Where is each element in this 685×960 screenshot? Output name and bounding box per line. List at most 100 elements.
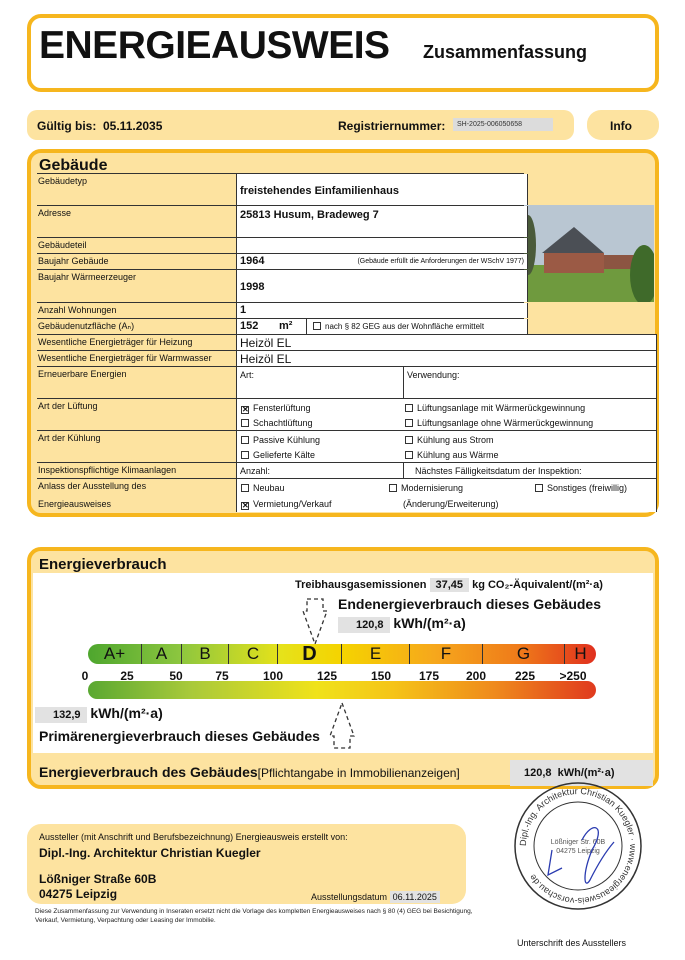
row-area: Gebäudenutzfläche (Aₙ) 152 m² nach § 82 GEG… bbox=[37, 318, 528, 334]
option-label: Neubau bbox=[253, 483, 285, 493]
option-label: Passive Kühlung bbox=[253, 435, 321, 445]
tick-label: >250 bbox=[559, 669, 587, 683]
value: 152 bbox=[240, 320, 259, 332]
document-subtitle: Zusammenfassung bbox=[423, 42, 588, 62]
value: 25813 Husum, Bradeweg 7 bbox=[240, 209, 379, 221]
label: Wesentliche Energieträger für Heizung bbox=[38, 337, 193, 347]
final-value: 120,8 bbox=[338, 617, 390, 633]
row-reason: Anlass der Ausstellung des Energieausweis… bbox=[37, 478, 657, 512]
primary-value: 132,9 bbox=[35, 707, 87, 723]
title-box: ENERGIEAUSWEIS Zusammenfassung bbox=[27, 14, 659, 92]
renew-use: Verwendung: bbox=[407, 370, 460, 380]
option-label: Kühlung aus Strom bbox=[417, 435, 494, 445]
summary-value: 120,8 bbox=[524, 767, 552, 779]
label: Anzahl Wohnungen bbox=[38, 305, 117, 315]
renew-type: Art: bbox=[240, 370, 255, 380]
issuer-street: Lößniger Straße 60B bbox=[39, 872, 157, 886]
checkbox[interactable] bbox=[241, 419, 249, 427]
row-cooling: Art der Kühlung Passive Kühlung Kühlung au… bbox=[37, 430, 657, 462]
option-vent-2[interactable]: Schachtlüftung bbox=[241, 418, 313, 428]
final-arrow-icon bbox=[302, 598, 328, 646]
checkbox[interactable] bbox=[405, 451, 413, 459]
info-button[interactable]: Info bbox=[587, 110, 659, 140]
row-units: Anzahl Wohnungen 1 bbox=[37, 302, 528, 318]
value: 1 bbox=[240, 304, 247, 316]
option-cool-1[interactable]: Kühlung aus Strom bbox=[405, 435, 494, 445]
option-label: Sonstiges (freiwillig) bbox=[547, 483, 628, 493]
checkbox[interactable] bbox=[405, 419, 413, 427]
info-bar: Gültig bis: 05.11.2035 Registriernummer:… bbox=[27, 110, 574, 140]
section-title: Gebäude bbox=[39, 157, 108, 174]
option-reason-2[interactable]: Sonstiges (freiwillig) bbox=[535, 483, 627, 493]
unit: m² bbox=[279, 320, 293, 332]
ghg-value: 37,45 bbox=[429, 578, 470, 592]
section-title: Energieverbrauch bbox=[39, 556, 167, 573]
tick-label: 175 bbox=[418, 669, 440, 683]
option-label: Gelieferte Kälte bbox=[253, 450, 316, 460]
label: Baujahr Gebäude bbox=[38, 256, 109, 266]
option-reason-0[interactable]: Neubau bbox=[241, 483, 285, 493]
option-reason-3[interactable]: ✕ Vermietung/Verkauf bbox=[241, 499, 332, 510]
checkbox[interactable]: ✕ bbox=[241, 405, 249, 414]
stamp-signature: Dipl.-Ing. Architektur Christian Kuegler… bbox=[514, 782, 642, 910]
checkbox[interactable] bbox=[535, 484, 543, 492]
row-water: Wesentliche Energieträger für Warmwasser… bbox=[37, 350, 657, 366]
svg-text:Dipl.-Ing. Architektur Christi: Dipl.-Ing. Architektur Christian Kuegler… bbox=[518, 786, 638, 906]
label: Gebäudenutzfläche (Aₙ) bbox=[38, 321, 135, 331]
checkbox[interactable] bbox=[241, 484, 249, 492]
checkbox[interactable] bbox=[389, 484, 397, 492]
energy-class-D: D bbox=[278, 644, 342, 664]
row-ac: Inspektionspflichtige Klimaanlagen Anzahl… bbox=[37, 462, 657, 478]
reason-mod-note: (Änderung/Erweiterung) bbox=[403, 499, 499, 509]
ac-count: Anzahl: bbox=[240, 466, 271, 476]
energy-class-F: F bbox=[410, 644, 483, 664]
label: Inspektionspflichtige Klimaanlagen bbox=[38, 465, 177, 475]
value: Heizöl EL bbox=[240, 336, 292, 350]
checkbox[interactable]: ✕ bbox=[241, 501, 249, 510]
tick-label: 150 bbox=[370, 669, 392, 683]
option-cool-2[interactable]: Gelieferte Kälte bbox=[241, 450, 315, 460]
ghg-line: Treibhausgasemissionen 37,45 kg CO₂-Äqui… bbox=[295, 578, 603, 592]
final-label: Endenergieverbrauch dieses Gebäudes bbox=[338, 596, 601, 612]
option-cool-3[interactable]: Kühlung aus Wärme bbox=[405, 450, 499, 460]
energy-class-A+: A+ bbox=[88, 644, 142, 664]
option-label: Fensterlüftung bbox=[253, 403, 311, 413]
option-vent-3[interactable]: Lüftungsanlage ohne Wärmerückgewinnung bbox=[405, 418, 593, 428]
energy-class-E: E bbox=[342, 644, 410, 664]
building-photo bbox=[524, 205, 654, 302]
issuer-city: 04275 Leipzig bbox=[39, 887, 118, 901]
value: freistehendes Einfamilienhaus bbox=[240, 185, 399, 197]
option-cool-0[interactable]: Passive Kühlung bbox=[241, 435, 320, 445]
label: Energieausweises bbox=[38, 499, 112, 509]
option-label: Schachtlüftung bbox=[253, 418, 313, 428]
row-heater-year: Baujahr Wärmeerzeuger 1998 bbox=[37, 269, 528, 302]
summary-value-box: 120,8 kWh/(m²·a) bbox=[510, 760, 653, 786]
date-label: Ausstellungsdatum bbox=[311, 892, 388, 902]
option-vent-1[interactable]: Lüftungsanlage mit Wärmerückgewinnung bbox=[405, 403, 585, 413]
issuer-intro: Aussteller (mit Anschrift und Berufsbeze… bbox=[39, 832, 348, 842]
tick-label: 25 bbox=[120, 669, 134, 683]
row-ventilation: Art der Lüftung ✕ Fensterlüftung Lüftungsan… bbox=[37, 398, 657, 430]
energy-class-B: B bbox=[182, 644, 229, 664]
document-title: ENERGIEAUSWEIS bbox=[39, 24, 390, 67]
primary-line: 132,9 kWh/(m²·a) bbox=[35, 705, 163, 723]
info-button-label: Info bbox=[610, 119, 632, 133]
checkbox[interactable] bbox=[241, 451, 249, 459]
row-address: Adresse 25813 Husum, Bradeweg 7 bbox=[37, 205, 528, 237]
checkbox[interactable] bbox=[241, 436, 249, 444]
label: Gebäudeteil bbox=[38, 240, 87, 250]
primary-unit: kWh/(m²·a) bbox=[90, 705, 163, 721]
option-label: Vermietung/Verkauf bbox=[253, 499, 332, 509]
valid-label: Gültig bis: bbox=[37, 119, 97, 133]
value: 1998 bbox=[240, 281, 265, 293]
checkbox[interactable] bbox=[405, 404, 413, 412]
option-reason-1[interactable]: Modernisierung bbox=[389, 483, 463, 493]
value: Heizöl EL bbox=[240, 352, 292, 366]
primary-arrow-icon bbox=[329, 701, 355, 749]
checkbox[interactable] bbox=[405, 436, 413, 444]
option-vent-0[interactable]: ✕ Fensterlüftung bbox=[241, 403, 311, 414]
row-heating: Wesentliche Energieträger für Heizung Hei… bbox=[37, 334, 657, 350]
area-checkbox[interactable] bbox=[313, 322, 321, 330]
tick-label: 200 bbox=[465, 669, 487, 683]
option-label: Modernisierung bbox=[401, 483, 464, 493]
